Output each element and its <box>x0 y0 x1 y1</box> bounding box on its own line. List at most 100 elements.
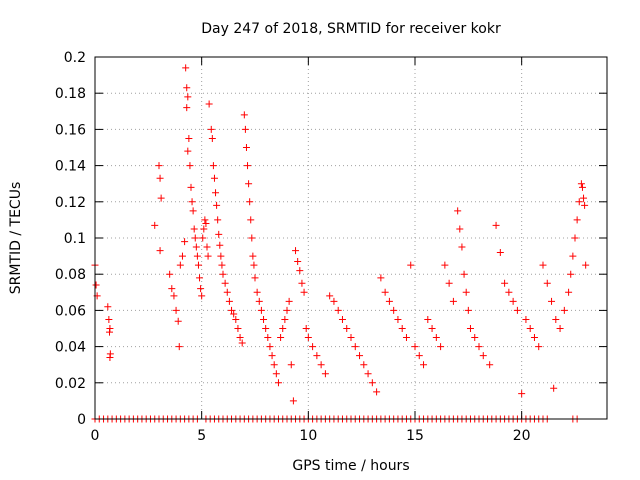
data-point <box>415 352 423 360</box>
data-point <box>464 306 472 314</box>
data-point <box>309 343 317 351</box>
ticks-layer: 0 0.02 0.04 0.06 0.08 0.1 0.12 0.14 0.16 0.18 0.2 0… <box>55 50 607 444</box>
data-point <box>208 134 216 142</box>
x-tick-label: 5 <box>197 428 206 444</box>
x-axis-label: GPS time / hours <box>292 458 409 474</box>
data-point <box>197 285 205 293</box>
data-point <box>238 339 246 347</box>
data-point <box>368 379 376 387</box>
data-point <box>253 288 261 296</box>
data-point <box>550 384 558 392</box>
y-tick-label: 0.08 <box>55 267 86 283</box>
data-point <box>518 390 526 398</box>
data-point <box>313 352 321 360</box>
data-point <box>199 234 207 242</box>
data-point <box>205 100 213 108</box>
data-point <box>156 247 164 255</box>
data-point <box>236 334 244 342</box>
data-point <box>182 64 190 72</box>
data-point <box>543 279 551 287</box>
data-point <box>241 125 249 133</box>
data-point <box>522 315 530 323</box>
data-point <box>213 201 221 209</box>
data-point <box>174 317 182 325</box>
data-point <box>207 125 215 133</box>
data-point <box>189 207 197 215</box>
data-point <box>155 162 163 170</box>
y-tick-label: 0.06 <box>55 303 86 319</box>
data-point <box>216 241 224 249</box>
data-point <box>245 180 253 188</box>
data-point <box>505 288 513 296</box>
data-point <box>168 285 176 293</box>
data-point <box>343 325 351 332</box>
data-point <box>181 238 189 246</box>
data-point <box>475 343 483 351</box>
data-point <box>302 325 310 332</box>
data-point <box>190 225 198 233</box>
points-layer <box>91 64 590 423</box>
data-point <box>292 247 300 255</box>
data-point <box>166 270 174 278</box>
data-point <box>251 274 259 282</box>
data-point <box>539 261 547 269</box>
data-point <box>513 306 521 314</box>
data-point <box>156 174 164 182</box>
data-point <box>428 325 436 332</box>
data-point <box>187 183 195 191</box>
data-point <box>300 288 308 296</box>
data-point <box>326 292 334 300</box>
data-point <box>193 252 201 260</box>
data-point <box>377 274 385 282</box>
data-point <box>184 93 192 101</box>
data-point <box>394 315 402 323</box>
data-point <box>560 306 568 314</box>
data-point <box>200 225 208 233</box>
data-point <box>571 234 579 242</box>
y-tick-label: 0.1 <box>64 231 86 247</box>
data-point <box>441 261 449 269</box>
data-point <box>298 279 306 287</box>
data-point <box>294 258 302 266</box>
data-point <box>219 270 227 278</box>
data-point <box>157 194 165 202</box>
data-point <box>581 201 589 209</box>
data-point <box>287 361 295 369</box>
data-point <box>351 343 359 351</box>
data-point <box>356 352 364 360</box>
data-point <box>565 288 573 296</box>
data-point <box>411 343 419 351</box>
data-point <box>530 334 538 342</box>
data-point <box>569 252 577 260</box>
data-point <box>575 198 583 206</box>
data-point <box>244 162 252 170</box>
data-point <box>347 334 355 342</box>
data-point <box>172 306 180 314</box>
data-point <box>580 194 588 202</box>
data-point <box>212 189 220 197</box>
data-point <box>360 361 368 369</box>
data-point <box>202 220 210 228</box>
data-point <box>407 261 415 269</box>
data-point <box>552 315 560 323</box>
x-tick-label: 15 <box>406 428 424 444</box>
data-point <box>221 279 229 287</box>
y-tick-label: 0.16 <box>55 122 86 138</box>
data-point <box>105 315 113 323</box>
data-point <box>188 198 196 206</box>
data-point <box>321 370 329 378</box>
data-point <box>266 343 274 351</box>
data-point <box>262 325 270 332</box>
data-point <box>274 379 282 387</box>
data-point <box>279 325 287 332</box>
data-point <box>217 252 225 260</box>
data-point <box>250 261 258 269</box>
x-tick-label: 10 <box>299 428 317 444</box>
data-point <box>398 325 406 332</box>
data-point <box>191 234 199 242</box>
data-point <box>577 180 585 188</box>
data-point <box>456 225 464 233</box>
data-point <box>194 261 202 269</box>
